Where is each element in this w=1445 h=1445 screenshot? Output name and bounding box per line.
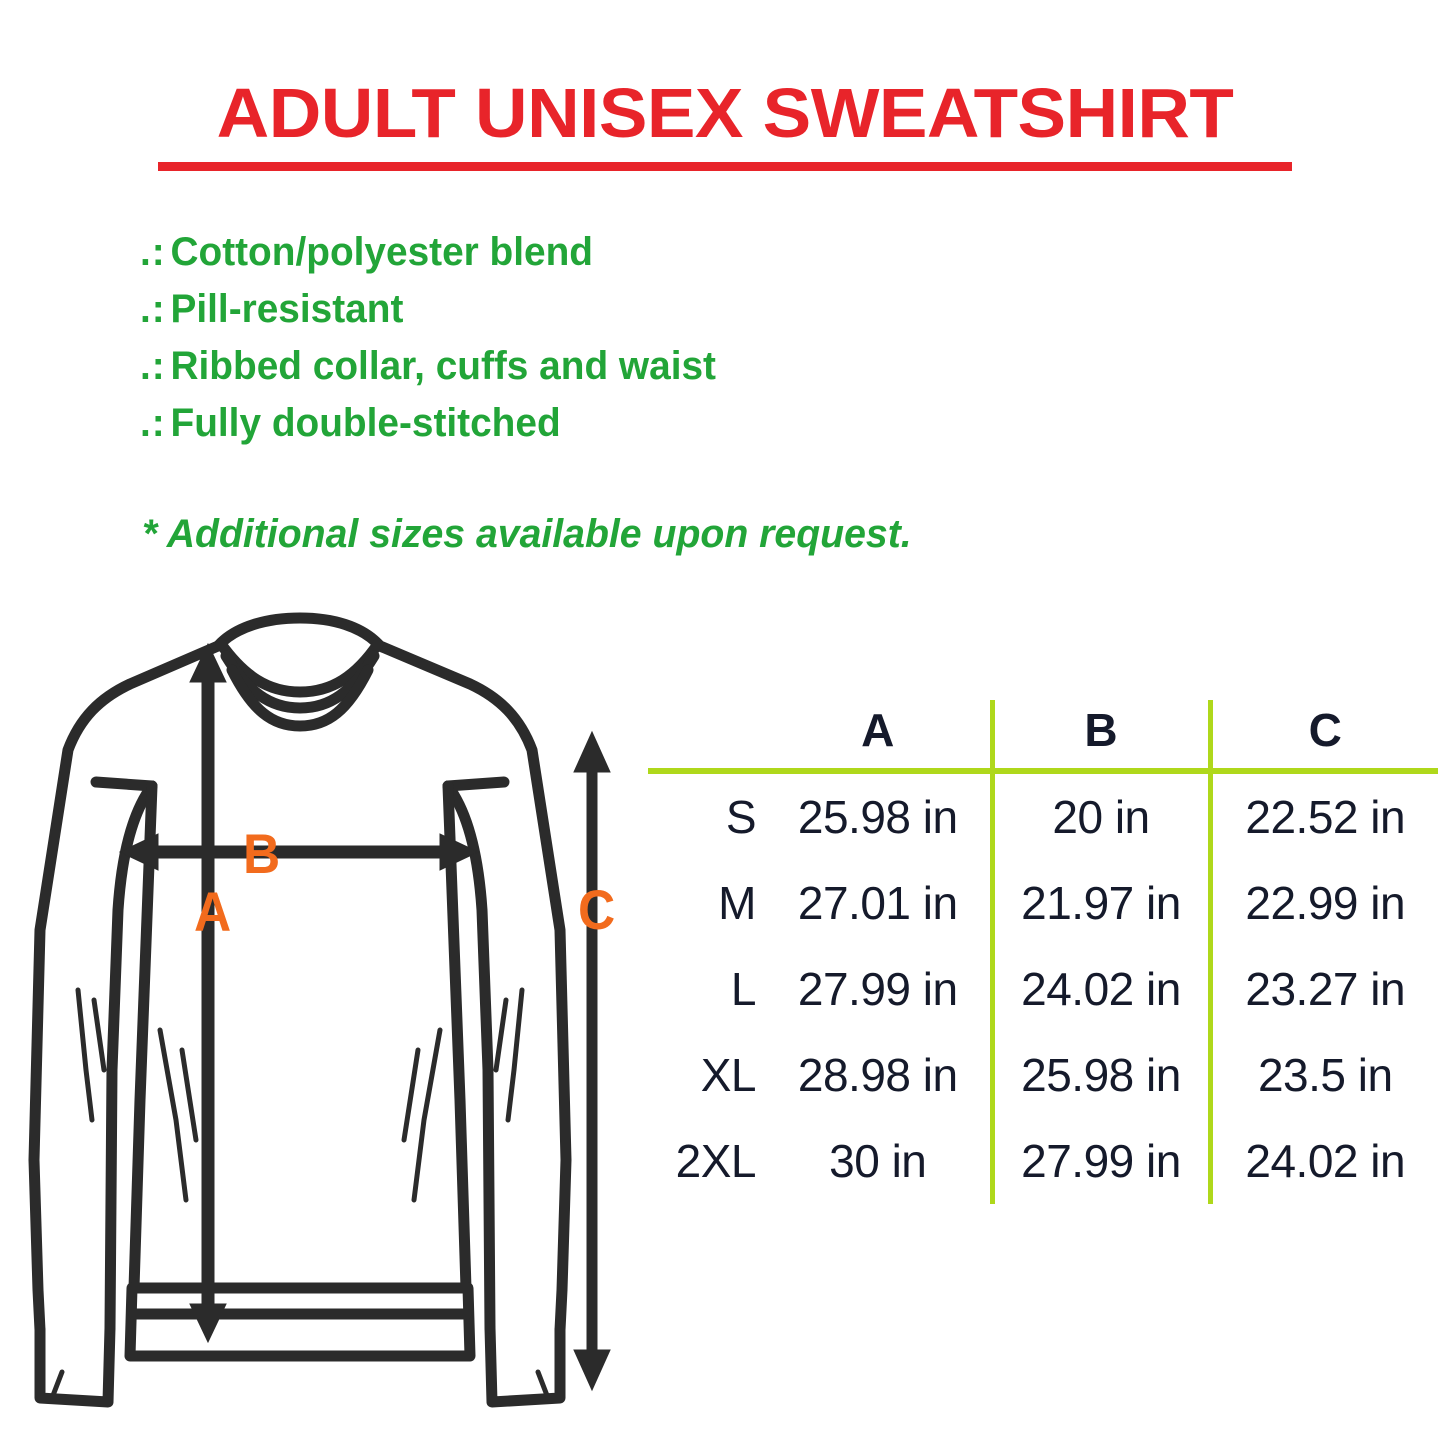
- feature-item-label: Cotton/polyester blend: [170, 230, 594, 274]
- cell-c: 23.5 in: [1207, 1032, 1438, 1118]
- measurements-table: A B C S 25.98 in 20 in 22.52 in M 27.01 …: [648, 700, 1438, 1204]
- table-row: S 25.98 in 20 in 22.52 in: [648, 774, 1438, 860]
- feature-item: .: Fully double-stitched: [140, 395, 935, 452]
- cell-c: 22.52 in: [1207, 774, 1438, 860]
- column-header-a: A: [861, 704, 895, 756]
- feature-item-label: Ribbed collar, cuffs and waist: [170, 344, 716, 388]
- column-header-b: B: [989, 700, 1210, 771]
- feature-item-label: Pill-resistant: [170, 287, 404, 331]
- feature-item: .: Pill-resistant: [140, 281, 935, 338]
- dimension-arrow-c: [573, 730, 611, 1392]
- cell-a: 27.99 in: [797, 963, 958, 1015]
- dimension-label-a: A: [194, 880, 232, 943]
- dimension-arrow-b: [118, 833, 480, 871]
- sweatshirt-diagram: [0, 600, 640, 1420]
- table-row: M 27.01 in 21.97 in 22.99 in: [648, 860, 1438, 946]
- dimension-label-b: B: [243, 822, 281, 885]
- cell-size: XL: [700, 1049, 757, 1101]
- feature-item-label: Fully double-stitched: [170, 401, 561, 445]
- cell-a: 25.98 in: [797, 791, 958, 843]
- bullet-marker-icon: .:: [140, 287, 166, 331]
- cell-b: 25.98 in: [989, 1032, 1210, 1118]
- size-chart-table: A B C S 25.98 in 20 in 22.52 in M 27.01 …: [648, 700, 1438, 1280]
- title-block: ADULT UNISEX SWEATSHIRT: [158, 74, 1292, 171]
- cell-a: 30 in: [829, 1135, 927, 1187]
- cell-size: M: [718, 877, 756, 929]
- table-row: 2XL 30 in 27.99 in 24.02 in: [648, 1118, 1438, 1204]
- cell-c: 24.02 in: [1207, 1118, 1438, 1204]
- cell-a: 28.98 in: [797, 1049, 958, 1101]
- table-header-row: A B C: [648, 700, 1438, 771]
- table-row: XL 28.98 in 25.98 in 23.5 in: [648, 1032, 1438, 1118]
- cell-a: 27.01 in: [797, 877, 958, 929]
- cell-b: 21.97 in: [989, 860, 1210, 946]
- cell-b: 24.02 in: [989, 946, 1210, 1032]
- additional-sizes-note: * Additional sizes available upon reques…: [142, 512, 912, 556]
- column-header-c: C: [1207, 700, 1438, 771]
- cell-c: 22.99 in: [1207, 860, 1438, 946]
- bullet-marker-icon: .:: [140, 344, 166, 388]
- cell-b: 20 in: [989, 774, 1210, 860]
- bullet-marker-icon: .:: [140, 230, 166, 274]
- cell-size: L: [730, 963, 757, 1015]
- column-header-size: [648, 700, 766, 771]
- cell-size: S: [725, 791, 757, 843]
- cell-b: 27.99 in: [989, 1118, 1210, 1204]
- sweatshirt-illustration-svg: [28, 612, 611, 1408]
- dimension-label-c: C: [578, 878, 616, 941]
- dimension-arrow-a: [189, 642, 227, 1344]
- bullet-marker-icon: .:: [140, 401, 166, 445]
- table-row: L 27.99 in 24.02 in 23.27 in: [648, 946, 1438, 1032]
- title-underline: [158, 162, 1292, 171]
- feature-list: .: Cotton/polyester blend .: Pill-resistan…: [140, 224, 960, 452]
- cell-size: 2XL: [675, 1135, 757, 1187]
- feature-item: .: Ribbed collar, cuffs and waist: [140, 338, 935, 395]
- cell-c: 23.27 in: [1207, 946, 1438, 1032]
- page-title: ADULT UNISEX SWEATSHIRT: [216, 74, 1234, 152]
- feature-item: .: Cotton/polyester blend: [140, 224, 935, 281]
